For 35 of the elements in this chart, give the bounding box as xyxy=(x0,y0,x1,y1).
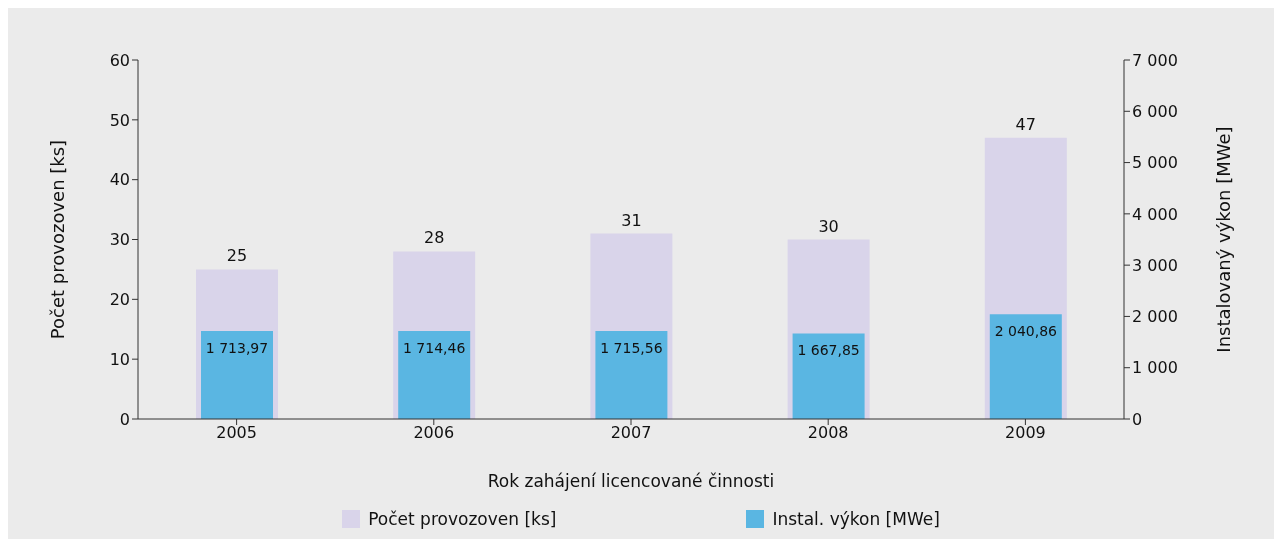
data-label: 1 715,56 xyxy=(600,340,663,357)
x-tick-label: 2008 xyxy=(807,423,849,443)
data-label: 1 714,46 xyxy=(403,340,466,357)
y-tick-label: 60 xyxy=(109,50,130,70)
x-tick-label: 2009 xyxy=(1005,423,1046,443)
y2-tick-label: 5 000 xyxy=(1132,153,1178,173)
x-tick-label: 2006 xyxy=(413,423,455,443)
y2-tick-label: 7 000 xyxy=(1132,50,1178,70)
y-tick-label: 0 xyxy=(119,409,130,429)
legend-label: Instal. výkon [MWe] xyxy=(771,509,940,529)
data-label: 1 667,85 xyxy=(797,342,860,359)
y-tick-label: 20 xyxy=(109,290,130,310)
y-tick-label: 50 xyxy=(109,110,130,130)
y2-tick-label: 4 000 xyxy=(1132,204,1178,224)
data-label: 31 xyxy=(621,210,642,230)
x-tick-label: 2007 xyxy=(610,423,652,443)
y-tick-label: 10 xyxy=(109,349,130,369)
y2-axis-title: Instalovaný výkon [MWe] xyxy=(1213,126,1235,353)
y2-tick-label: 2 000 xyxy=(1132,307,1178,327)
data-label: 2 040,86 xyxy=(994,323,1058,340)
x-axis-title: Rok zahájení licencované činnosti xyxy=(487,471,775,491)
data-label: 1 713,97 xyxy=(205,340,269,357)
y2-tick-label: 3 000 xyxy=(1132,255,1178,275)
y2-tick-label: 0 xyxy=(1132,409,1143,429)
legend-label: Počet provozoven [ks] xyxy=(367,509,557,529)
y2-tick-label: 6 000 xyxy=(1132,101,1178,121)
data-label: 30 xyxy=(818,216,839,236)
y-tick-label: 30 xyxy=(109,230,130,250)
y2-tick-label: 1 000 xyxy=(1132,358,1178,378)
data-label: 28 xyxy=(424,228,445,248)
y-tick-label: 40 xyxy=(109,170,130,190)
data-label: 25 xyxy=(226,246,248,266)
x-tick-label: 2005 xyxy=(216,423,257,443)
data-label: 47 xyxy=(1015,114,1036,134)
y-axis-title: Počet provozoven [ks] xyxy=(47,139,69,340)
